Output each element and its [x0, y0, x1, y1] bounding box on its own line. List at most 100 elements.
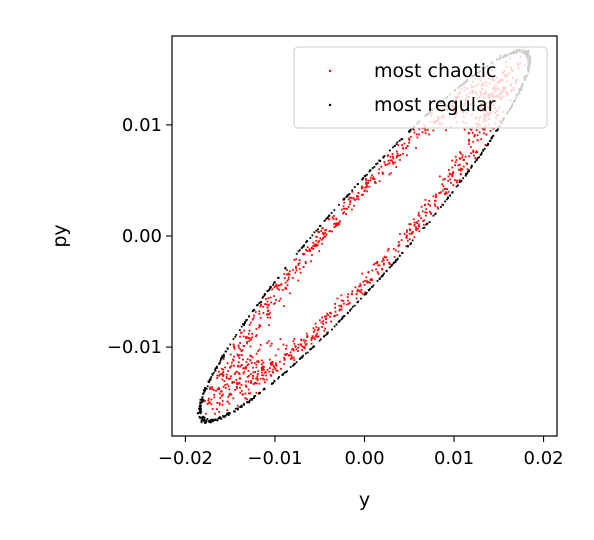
chaotic-point — [293, 337, 296, 340]
chaotic-point — [256, 373, 259, 376]
chaotic-point — [300, 339, 303, 342]
regular-point — [224, 414, 227, 417]
regular-point — [449, 194, 452, 197]
chaotic-point — [371, 269, 374, 272]
regular-point — [223, 355, 225, 358]
chaotic-point — [257, 360, 260, 362]
chaotic-point — [238, 357, 241, 359]
chaotic-point — [318, 250, 321, 253]
chaotic-point — [384, 256, 386, 259]
regular-point — [388, 266, 391, 269]
chaotic-point — [301, 345, 304, 348]
chaotic-point — [327, 218, 330, 221]
regular-point — [214, 419, 217, 421]
chaotic-point — [218, 402, 221, 405]
regular-point — [277, 377, 280, 380]
chaotic-point — [316, 244, 319, 247]
chaotic-point — [319, 237, 322, 240]
chaotic-point — [250, 338, 252, 341]
chaotic-point — [408, 141, 411, 144]
chaotic-point — [425, 211, 428, 214]
chaotic-point — [462, 165, 465, 168]
chaotic-point — [447, 191, 450, 193]
chaotic-point — [410, 223, 412, 226]
chaotic-point — [292, 340, 295, 343]
chaotic-point — [287, 278, 290, 281]
regular-point — [483, 147, 486, 150]
regular-point — [442, 203, 445, 206]
regular-point — [199, 401, 202, 404]
regular-point — [302, 245, 305, 248]
chaotic-point — [315, 326, 318, 329]
chaotic-point — [461, 168, 464, 171]
regular-point — [263, 294, 266, 297]
regular-point — [331, 328, 333, 331]
chaotic-point — [266, 368, 269, 371]
chaotic-point — [406, 145, 409, 148]
chaotic-point — [242, 335, 245, 338]
regular-point — [353, 304, 356, 307]
regular-point — [389, 265, 392, 268]
chaotic-point — [371, 174, 373, 177]
chaotic-point — [228, 378, 230, 380]
chaotic-point — [382, 259, 385, 262]
chaotic-point — [423, 219, 426, 222]
regular-point — [204, 422, 207, 424]
chaotic-point — [276, 287, 279, 290]
chaotic-point — [268, 312, 271, 315]
chaotic-point — [248, 340, 251, 343]
regular-point — [281, 374, 284, 377]
chaotic-point — [424, 132, 427, 135]
chaotic-point — [218, 370, 220, 373]
regular-point — [201, 418, 204, 420]
regular-point — [203, 390, 206, 393]
chaotic-point — [312, 245, 315, 247]
regular-point — [199, 410, 202, 413]
chaotic-point — [334, 225, 337, 228]
chaotic-point — [315, 236, 318, 238]
chaotic-point — [325, 233, 328, 236]
regular-point — [317, 228, 319, 231]
chaotic-point — [221, 399, 224, 402]
chaotic-point — [310, 339, 313, 341]
chaotic-point — [310, 337, 313, 339]
chaotic-point — [255, 382, 258, 385]
regular-point — [445, 198, 448, 201]
regular-point — [326, 332, 329, 335]
chaotic-point — [463, 158, 466, 161]
chaotic-point — [314, 322, 317, 325]
chaotic-point — [313, 243, 316, 246]
chaotic-point — [218, 388, 221, 391]
chaotic-point — [347, 206, 350, 208]
chaotic-point — [429, 212, 432, 214]
chaotic-point — [361, 272, 364, 275]
chaotic-point — [240, 331, 243, 334]
chaotic-point — [382, 172, 384, 175]
chaotic-point — [228, 394, 231, 397]
chaotic-point — [209, 386, 212, 389]
chaotic-point — [357, 192, 360, 194]
chaotic-point — [275, 363, 277, 366]
chaotic-point — [262, 367, 265, 370]
chaotic-point — [230, 364, 233, 367]
chaotic-point — [238, 372, 240, 374]
chaotic-point — [483, 128, 486, 131]
chaotic-point — [476, 151, 479, 154]
regular-point — [378, 277, 381, 280]
chaotic-point — [217, 387, 220, 389]
chaotic-point — [255, 335, 257, 338]
chaotic-point — [405, 236, 408, 239]
regular-point — [248, 315, 250, 318]
regular-point — [204, 419, 207, 422]
regular-point — [362, 177, 365, 179]
regular-point — [457, 184, 459, 187]
chaotic-point — [289, 292, 291, 295]
chaotic-point — [449, 173, 452, 176]
chaotic-point — [323, 235, 326, 238]
regular-point — [298, 357, 301, 360]
chaotic-point — [427, 203, 430, 206]
chaotic-point — [391, 161, 394, 164]
regular-point — [200, 398, 203, 401]
chaotic-point — [417, 227, 419, 230]
chaotic-point — [230, 375, 232, 378]
